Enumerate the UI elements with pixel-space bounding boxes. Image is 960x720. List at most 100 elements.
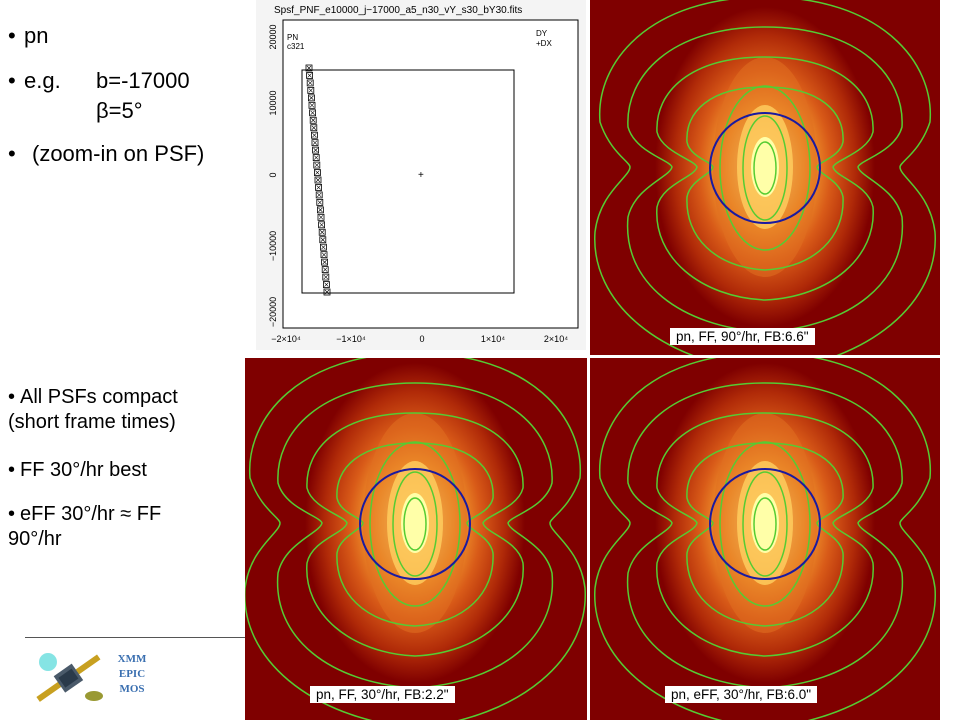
bullet-ff-best: • FF 30°/hr best: [8, 459, 147, 481]
plot-marker: [323, 281, 330, 288]
plot-marker: [314, 176, 322, 184]
plot-center-marker: +: [418, 170, 424, 181]
plot-marker-cross: [322, 259, 327, 265]
plot-label-ccd: c321: [287, 42, 305, 51]
plot-marker-cross: [309, 103, 315, 108]
plot-marker-cross: [316, 192, 322, 198]
logo-text: XMM EPIC MOS: [112, 652, 152, 697]
plot-marker-cross: [324, 289, 330, 295]
plot-marker-cross: [315, 170, 320, 175]
plot-marker-cross: [323, 274, 329, 280]
plot-marker: [307, 87, 315, 94]
plot-x-tick-label: −1×10⁴: [336, 334, 366, 344]
plot-y-ticks: 20000 10000 0 −10000 −20000: [268, 24, 278, 327]
satellite-logo-icon: [36, 653, 103, 702]
plot-marker-cross: [321, 244, 326, 250]
plot-marker-cross: [316, 185, 321, 190]
psf-image-ff-30: [245, 358, 587, 720]
plot-x-tick-label: 2×10⁴: [544, 334, 568, 344]
plot-label-dy: DY: [536, 29, 548, 38]
bullet-example-key: e.g.: [24, 68, 61, 93]
plot-marker-cross: [312, 140, 318, 145]
plot-marker: [317, 206, 324, 214]
bullet-compact: • All PSFs compact: [8, 386, 178, 408]
plot-marker: [314, 169, 321, 176]
bullet-compact-line1: All PSFs compact: [20, 386, 178, 408]
bullet-ff-best-text: FF 30°/hr best: [20, 459, 147, 481]
bullet-pn: • pn: [8, 23, 49, 48]
plot-y-tick-label: 10000: [268, 90, 278, 115]
plot-marker-cross: [324, 282, 329, 287]
plot-x-tick-label: 1×10⁴: [481, 334, 505, 344]
psf-image-ff-90: [590, 0, 940, 355]
bullet-example-beta: β=5°: [96, 98, 143, 123]
plot-marker-cross: [318, 207, 323, 213]
plot-marker: [309, 109, 316, 117]
bullet-eff-line1: eFF 30°/hr ≈ FF: [20, 503, 162, 525]
plot-marker: [315, 191, 323, 199]
plot-marker: [318, 228, 326, 236]
plot-marker-cross: [314, 162, 320, 168]
plot-marker-cross: [319, 230, 325, 235]
bullet-zoom-text: (zoom-in on PSF): [32, 141, 205, 166]
plot-marker: [309, 116, 317, 124]
plot-marker: [323, 288, 331, 296]
plot-marker: [316, 198, 324, 206]
logo-xmm: XMM: [117, 653, 147, 665]
psf-caption-eff-30: pn, eFF, 30°/hr, FB:6.0": [665, 686, 818, 703]
plot-marker: [312, 146, 319, 154]
psf-image-eff-30: [590, 358, 940, 720]
plot-marker-cross: [307, 73, 312, 78]
bullet-eff: • eFF 30°/hr ≈ FF: [8, 503, 162, 525]
footer-divider: [25, 637, 247, 638]
bullet-zoom: • (zoom-in on PSF): [8, 141, 205, 166]
plot-marker: [322, 273, 330, 281]
plot-marker-cross: [315, 177, 321, 183]
logo-epic: EPIC: [118, 668, 146, 680]
plot-marker: [321, 266, 329, 274]
plot-marker-cross: [322, 267, 328, 272]
bullet-pn-text: pn: [24, 23, 49, 48]
plot-label-dx: +DX: [536, 39, 552, 48]
plot-y-tick-label: 20000: [268, 24, 278, 49]
plot-x-ticks: −2×10⁴ −1×10⁴ 0 1×10⁴ 2×10⁴: [271, 334, 568, 344]
plot-y-tick-label: 0: [268, 172, 278, 177]
plot-marker: [308, 94, 315, 102]
plot-marker: [320, 243, 327, 251]
bullet-eff-line2: 90°/hr: [8, 528, 62, 550]
plot-x-tick-label: 0: [419, 334, 424, 344]
plot-marker-cross: [312, 132, 317, 138]
plot-marker: [311, 131, 318, 139]
plot-y-tick-label: −20000: [268, 297, 278, 327]
plot-frame: [282, 19, 579, 329]
logo-mos: MOS: [119, 683, 145, 695]
plot-marker-cross: [313, 155, 319, 160]
pattern-plot: Spsf_PNF_e10000_j−17000_a5_n30_vY_s30_bY…: [256, 0, 586, 350]
plot-marker-cross: [320, 237, 326, 242]
plot-marker-cross: [310, 118, 316, 123]
plot-marker: [321, 258, 328, 266]
plot-marker: [308, 101, 316, 109]
psf-panel-eff-30: pn, eFF, 30°/hr, FB:6.0": [590, 358, 940, 720]
plot-marker: [306, 72, 313, 79]
plot-marker: [317, 213, 325, 221]
psf-caption-ff-90: pn, FF, 90°/hr, FB:6.6": [670, 328, 815, 345]
bullet-compact-line2: (short frame times): [8, 411, 176, 433]
plot-marker-cross: [321, 252, 327, 257]
plot-marker: [305, 64, 313, 72]
plot-marker: [310, 124, 318, 132]
plot-title: Spsf_PNF_e10000_j−17000_a5_n30_vY_s30_bY…: [274, 5, 522, 16]
plot-pattern-markers: [305, 64, 331, 296]
pattern-plot-svg: Spsf_PNF_e10000_j−17000_a5_n30_vY_s30_bY…: [256, 0, 586, 350]
plot-marker: [306, 79, 314, 87]
plot-marker: [318, 221, 325, 229]
plot-marker-cross: [308, 88, 314, 93]
bullet-example-b-value: b=-17000: [96, 68, 190, 93]
psf-panel-ff-30: pn, FF, 30°/hr, FB:2.2": [245, 358, 587, 720]
plot-x-tick-label: −2×10⁴: [271, 334, 301, 344]
plot-marker-cross: [311, 125, 317, 130]
plot-marker-cross: [310, 110, 315, 116]
plot-marker: [320, 251, 328, 259]
plot-marker-cross: [318, 215, 324, 220]
plot-marker: [311, 139, 319, 147]
